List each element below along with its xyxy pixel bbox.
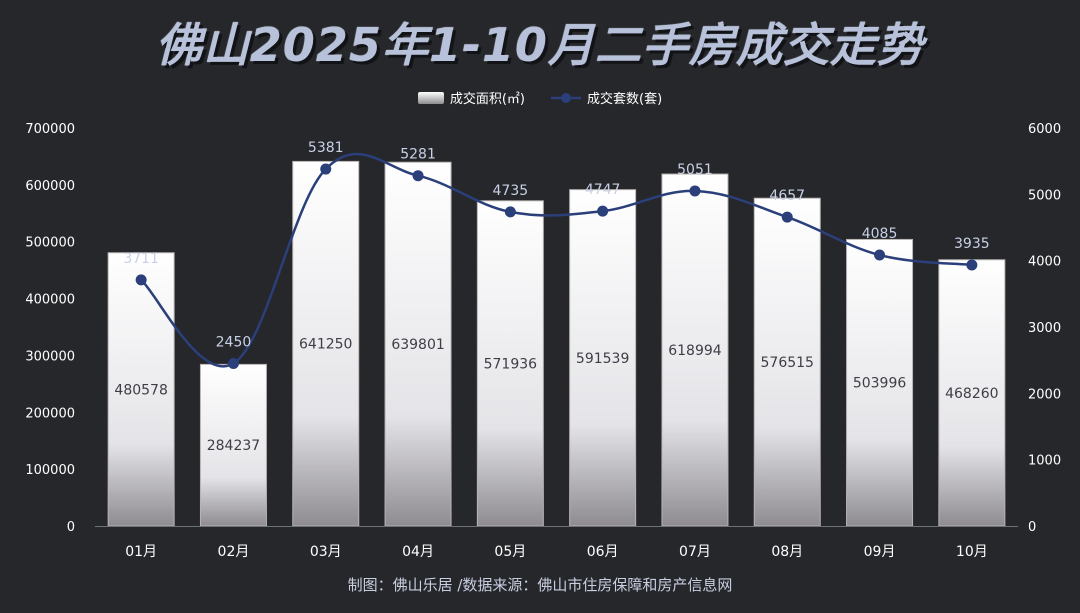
line-point[interactable]: [781, 211, 793, 223]
bar-value-label: 618994: [668, 343, 722, 359]
legend-count-label: 成交套数(套): [587, 92, 663, 107]
source-note: 制图：佛山乐居 /数据来源：佛山市住房保障和房产信息网: [347, 576, 733, 594]
line-value-label: 5281: [400, 147, 436, 163]
x-tick-label: 03月: [310, 544, 342, 560]
y-left-tick-label: 600000: [25, 179, 75, 194]
y-right-tick-label: 1000: [1028, 454, 1061, 469]
y-left-tick-label: 200000: [25, 406, 75, 421]
x-tick-label: 09月: [864, 544, 896, 560]
y-left-tick-label: 400000: [25, 293, 75, 308]
line-value-label: 4657: [769, 188, 805, 204]
bar-value-label: 591539: [576, 351, 629, 367]
line-point[interactable]: [504, 206, 516, 218]
x-tick-label: 08月: [771, 544, 803, 560]
line-point[interactable]: [966, 259, 978, 271]
y-axis-left: 0 100000 200000 300000 400000 500000 600000 700…: [25, 122, 75, 535]
line-point[interactable]: [689, 185, 701, 197]
y-left-tick-label: 700000: [25, 122, 75, 137]
legend: 成交面积(㎡) 成交套数(套): [0, 88, 1080, 107]
bar-value-label: 480578: [114, 382, 167, 398]
y-right-tick-label: 4000: [1028, 255, 1061, 270]
bar[interactable]: [199, 363, 267, 527]
y-right-tick-label: 0: [1028, 520, 1036, 535]
x-tick-label: 05月: [494, 544, 526, 560]
x-tick-label: 10月: [956, 544, 988, 560]
bar-series: 480578 284237 641250 639801 571936 591539 6189…: [107, 160, 1006, 527]
bar[interactable]: [938, 259, 1006, 527]
line-value-label: 4747: [585, 182, 621, 198]
bar[interactable]: [107, 252, 175, 527]
y-right-tick-label: 5000: [1028, 188, 1061, 203]
x-tick-label: 04月: [402, 544, 434, 560]
x-tick-label: 06月: [587, 544, 619, 560]
line-value-label: 4085: [862, 226, 898, 242]
bar[interactable]: [753, 197, 821, 527]
bar-value-label: 284237: [207, 438, 260, 454]
bar-value-label: 641250: [299, 337, 352, 353]
bar[interactable]: [846, 238, 914, 527]
bar-value-label: 503996: [853, 376, 907, 392]
y-left-tick-label: 300000: [25, 349, 75, 364]
chart-title: 佛山2025年1-10月二手房成交走势: [155, 18, 925, 72]
y-left-tick-label: 100000: [25, 463, 75, 478]
line-series: 3711 2450 5381 5281 4735 4747 5051 4657 4085 3935: [123, 140, 990, 369]
bar[interactable]: [384, 161, 452, 527]
line-point[interactable]: [320, 163, 332, 175]
legend-item-count[interactable]: 成交套数(套): [551, 88, 662, 107]
x-tick-label: 07月: [679, 544, 711, 560]
legend-line-swatch: [551, 92, 581, 103]
y-left-tick-label: 500000: [25, 236, 75, 251]
line-value-label: 5051: [677, 162, 713, 178]
legend-area-label: 成交面积(㎡): [449, 92, 525, 107]
line-point[interactable]: [597, 205, 609, 217]
bar-value-label: 468260: [945, 386, 998, 402]
line-point[interactable]: [227, 357, 239, 369]
line-point[interactable]: [874, 249, 886, 261]
line-value-label: 3711: [123, 251, 159, 267]
y-right-tick-label: 2000: [1028, 387, 1061, 402]
bar[interactable]: [661, 173, 729, 527]
bar-value-label: 576515: [761, 355, 814, 371]
bar-value-label: 571936: [484, 356, 538, 372]
y-right-tick-label: 3000: [1028, 321, 1061, 336]
line-value-label: 2450: [216, 334, 252, 350]
x-tick-label: 02月: [218, 544, 250, 560]
legend-item-area[interactable]: 成交面积(㎡): [417, 88, 525, 107]
line-point[interactable]: [135, 274, 147, 286]
line-point[interactable]: [412, 170, 424, 182]
legend-bar-swatch: [417, 91, 444, 104]
y-left-tick-label: 0: [67, 520, 75, 535]
y-axis-right: 0 1000 2000 3000 4000 5000 6000: [1028, 122, 1061, 535]
line-value-label: 5381: [308, 140, 344, 156]
x-axis: 01月 02月 03月 04月 05月 06月 07月 08月 09月 10月: [95, 526, 1018, 560]
x-tick-label: 01月: [125, 544, 157, 560]
bar-value-label: 639801: [391, 337, 444, 353]
line-value-label: 3935: [954, 236, 990, 252]
bar[interactable]: [292, 160, 360, 527]
y-right-tick-label: 6000: [1028, 122, 1061, 137]
line-value-label: 4735: [493, 183, 529, 199]
